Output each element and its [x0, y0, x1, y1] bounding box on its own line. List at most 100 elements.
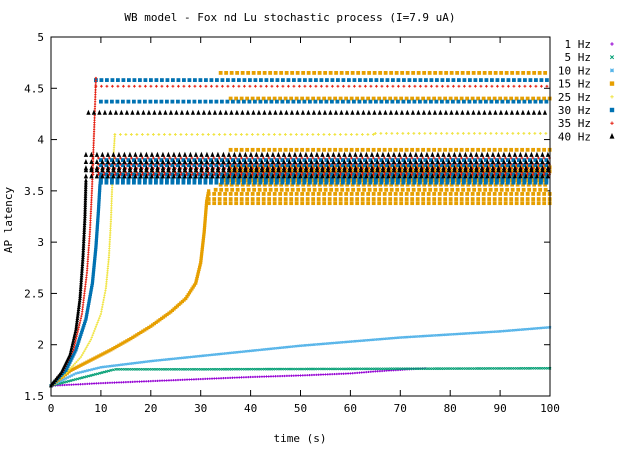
data-point [364, 165, 369, 171]
data-point [485, 84, 488, 88]
x-tick-label: 0 [48, 402, 55, 415]
data-point [411, 367, 414, 371]
data-point [88, 228, 92, 231]
data-point [219, 187, 224, 192]
data-point [342, 340, 346, 344]
data-point [238, 367, 242, 371]
data-point [206, 201, 211, 206]
data-point [455, 71, 460, 75]
data-point [278, 156, 282, 160]
data-point [193, 84, 197, 88]
data-point [167, 379, 171, 382]
data-point [128, 362, 132, 366]
data-point [103, 294, 106, 297]
data-point [140, 133, 144, 136]
data-point [302, 367, 306, 371]
data-point [380, 173, 386, 179]
data-point [377, 96, 382, 101]
data-point [516, 328, 520, 332]
data-point [99, 365, 103, 369]
data-point [161, 367, 165, 371]
data-point [344, 192, 349, 196]
data-point [76, 306, 81, 312]
data-point [124, 133, 128, 136]
data-point [287, 84, 290, 88]
data-point [330, 99, 334, 104]
data-point [432, 156, 436, 160]
data-point [386, 158, 391, 165]
data-point [371, 367, 375, 371]
data-point [237, 151, 243, 157]
data-point [254, 84, 257, 88]
data-point [358, 339, 361, 343]
data-point [448, 333, 452, 336]
data-point [313, 367, 317, 371]
data-point [71, 335, 76, 341]
data-point [442, 367, 446, 371]
data-point [532, 71, 537, 75]
data-point [111, 151, 116, 157]
data-point [438, 156, 441, 160]
data-point [519, 366, 523, 370]
data-point [115, 363, 119, 367]
data-point [92, 137, 95, 140]
data-point [252, 367, 256, 371]
data-point [324, 373, 327, 376]
data-point [410, 96, 415, 101]
data-point [470, 201, 475, 206]
data-point [239, 147, 244, 152]
data-point [482, 330, 486, 334]
data-point [399, 368, 402, 371]
data-point [90, 192, 93, 195]
data-point [408, 84, 411, 88]
data-point [224, 71, 229, 75]
data-point [404, 192, 409, 196]
data-point [92, 151, 95, 154]
data-point [167, 367, 171, 371]
data-point [327, 147, 332, 152]
data-point [113, 139, 116, 143]
data-point [152, 156, 155, 160]
data-point [297, 163, 301, 168]
data-point [357, 163, 362, 168]
data-point [416, 109, 421, 115]
data-point [416, 156, 419, 160]
data-point [466, 71, 471, 75]
data-point [113, 109, 119, 115]
data-point [385, 163, 389, 168]
data-point [371, 201, 376, 206]
data-point [90, 201, 93, 204]
data-point [138, 158, 144, 165]
data-point [83, 206, 87, 212]
data-point [135, 361, 139, 365]
data-point [90, 187, 94, 190]
data-point [92, 141, 95, 145]
data-point [443, 192, 448, 196]
data-point [166, 165, 171, 171]
data-point [301, 344, 305, 348]
data-point [88, 340, 91, 343]
data-point [311, 192, 316, 196]
data-point [221, 158, 226, 165]
data-point [296, 187, 301, 192]
data-point [400, 71, 405, 75]
data-point [320, 151, 325, 157]
data-point [298, 158, 303, 165]
data-point [334, 71, 339, 75]
data-point [138, 78, 142, 82]
data-point [518, 165, 523, 171]
data-point [435, 158, 441, 165]
data-point [105, 78, 109, 82]
data-point [235, 187, 240, 192]
data-point [83, 290, 86, 293]
data-point [73, 342, 77, 345]
data-point [246, 349, 250, 353]
data-point [349, 372, 352, 375]
data-point [206, 197, 211, 201]
data-point [264, 78, 269, 82]
data-point [355, 201, 360, 206]
data-point [391, 165, 397, 171]
data-point [475, 367, 479, 370]
data-point [313, 163, 318, 168]
data-point [388, 109, 394, 115]
